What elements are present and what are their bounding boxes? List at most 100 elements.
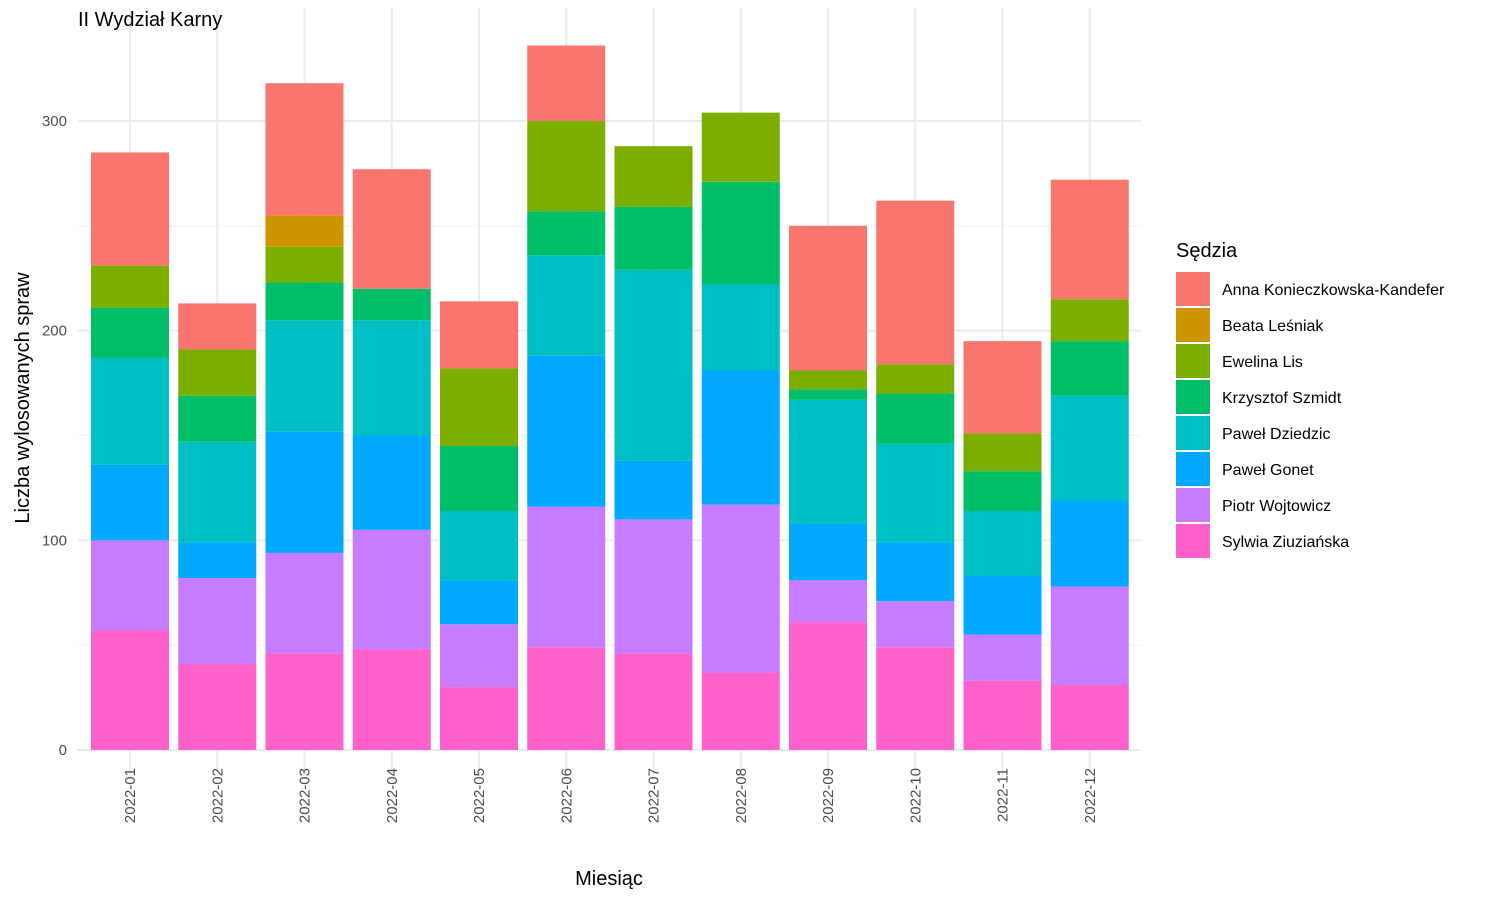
x-tick-label: 2022-06 — [558, 768, 575, 823]
bar-segment — [265, 246, 344, 283]
bar-segment — [789, 523, 867, 581]
bar-segment — [876, 393, 955, 444]
x-tick-label: 2022-08 — [733, 768, 750, 823]
bar-segment — [963, 471, 1042, 511]
bar-segment — [1050, 341, 1129, 396]
bar-segment — [178, 349, 257, 396]
bar-segment — [614, 206, 693, 270]
legend-swatch — [1176, 488, 1210, 522]
bar-segment — [265, 215, 344, 247]
x-tick-label: 2022-11 — [995, 768, 1012, 822]
bar-segment — [1050, 586, 1129, 686]
bar-segment — [527, 45, 606, 121]
bar-segment — [178, 303, 257, 350]
legend-swatch — [1176, 308, 1210, 342]
bar-segment — [352, 435, 431, 530]
chart-title: II Wydział Karny — [78, 9, 222, 31]
bar-segment — [352, 320, 431, 436]
legend-swatch — [1176, 452, 1210, 486]
bar-segment — [614, 653, 693, 750]
legend-swatch — [1176, 524, 1210, 558]
legend-label: Anna Konieczkowska-Kandefer — [1222, 282, 1445, 299]
legend-label: Paweł Gonet — [1222, 462, 1314, 479]
bar-segment — [1050, 179, 1129, 300]
bar-segment — [963, 341, 1042, 434]
bar-segment — [91, 540, 169, 631]
bar-segment — [1050, 500, 1129, 587]
legend-label: Piotr Wojtowicz — [1222, 498, 1331, 515]
bar-segment — [963, 634, 1042, 681]
legend-label: Krzysztof Szmidt — [1222, 390, 1342, 407]
bar-segment — [527, 121, 606, 212]
bar-segment — [91, 307, 169, 358]
bar-segment — [701, 112, 780, 182]
bar-segment — [440, 687, 518, 750]
bar-segment — [614, 269, 693, 461]
bar-segment — [963, 680, 1042, 750]
bar-segment — [963, 433, 1042, 472]
bar-segment — [265, 552, 344, 654]
bar-segment — [1050, 685, 1129, 750]
y-tick-label: 100 — [42, 532, 67, 549]
bar-segment — [527, 647, 606, 750]
bar-segment — [789, 389, 867, 400]
bar-segment — [1050, 395, 1129, 501]
y-tick-label: 300 — [42, 113, 67, 130]
legend-title: Sędzia — [1176, 240, 1238, 262]
bar-segment — [789, 580, 867, 623]
bar-segment — [789, 399, 867, 524]
x-tick-label: 2022-07 — [646, 768, 663, 823]
bar-segment — [614, 146, 693, 207]
bar-segment — [440, 580, 518, 625]
bar-segment — [789, 370, 867, 390]
legend-label: Ewelina Lis — [1222, 354, 1303, 371]
bars — [91, 45, 1129, 750]
x-tick-label: 2022-05 — [471, 768, 488, 823]
bar-segment — [614, 460, 693, 520]
bar-segment — [265, 282, 344, 321]
bar-segment — [876, 443, 955, 543]
bar-segment — [440, 301, 518, 369]
legend-swatch — [1176, 344, 1210, 378]
bar-segment — [876, 647, 955, 750]
bar-segment — [963, 575, 1042, 635]
bar-segment — [789, 622, 867, 750]
bar-segment — [265, 431, 344, 553]
bar-segment — [352, 649, 431, 750]
legend-label: Sylwia Ziuziańska — [1222, 534, 1349, 551]
bar-segment — [876, 364, 955, 394]
bar-segment — [352, 288, 431, 321]
bar-segment — [91, 357, 169, 465]
bar-segment — [91, 152, 169, 266]
bar-segment — [701, 181, 780, 285]
x-tick-label: 2022-10 — [907, 768, 924, 823]
bar-segment — [527, 506, 606, 648]
legend-swatch — [1176, 416, 1210, 450]
bar-segment — [701, 504, 780, 673]
bar-segment — [614, 519, 693, 654]
bar-segment — [701, 672, 780, 750]
bar-segment — [352, 169, 431, 289]
bar-segment — [178, 578, 257, 665]
bar-segment — [265, 653, 344, 750]
x-tick-label: 2022-04 — [384, 768, 401, 823]
bar-segment — [178, 441, 257, 543]
y-axis-title: Liczba wylosowanych spraw — [12, 272, 34, 524]
y-tick-label: 0 — [59, 742, 67, 759]
bar-segment — [265, 320, 344, 432]
bar-segment — [178, 542, 257, 579]
x-tick-label: 2022-09 — [820, 768, 837, 823]
x-tick-label: 2022-01 — [122, 768, 139, 823]
bar-segment — [527, 255, 606, 356]
bar-segment — [440, 368, 518, 446]
legend-swatch — [1176, 272, 1210, 306]
bar-segment — [527, 355, 606, 507]
bar-segment — [876, 542, 955, 602]
legend-swatch — [1176, 380, 1210, 414]
bar-segment — [91, 464, 169, 541]
bar-segment — [701, 370, 780, 505]
x-axis-title: Miesiąc — [575, 868, 643, 890]
x-axis-ticks: 2022-01 2022-02 2022-03 2022-04 2022-05 2022-… — [122, 768, 1099, 823]
bar-segment — [440, 445, 518, 511]
